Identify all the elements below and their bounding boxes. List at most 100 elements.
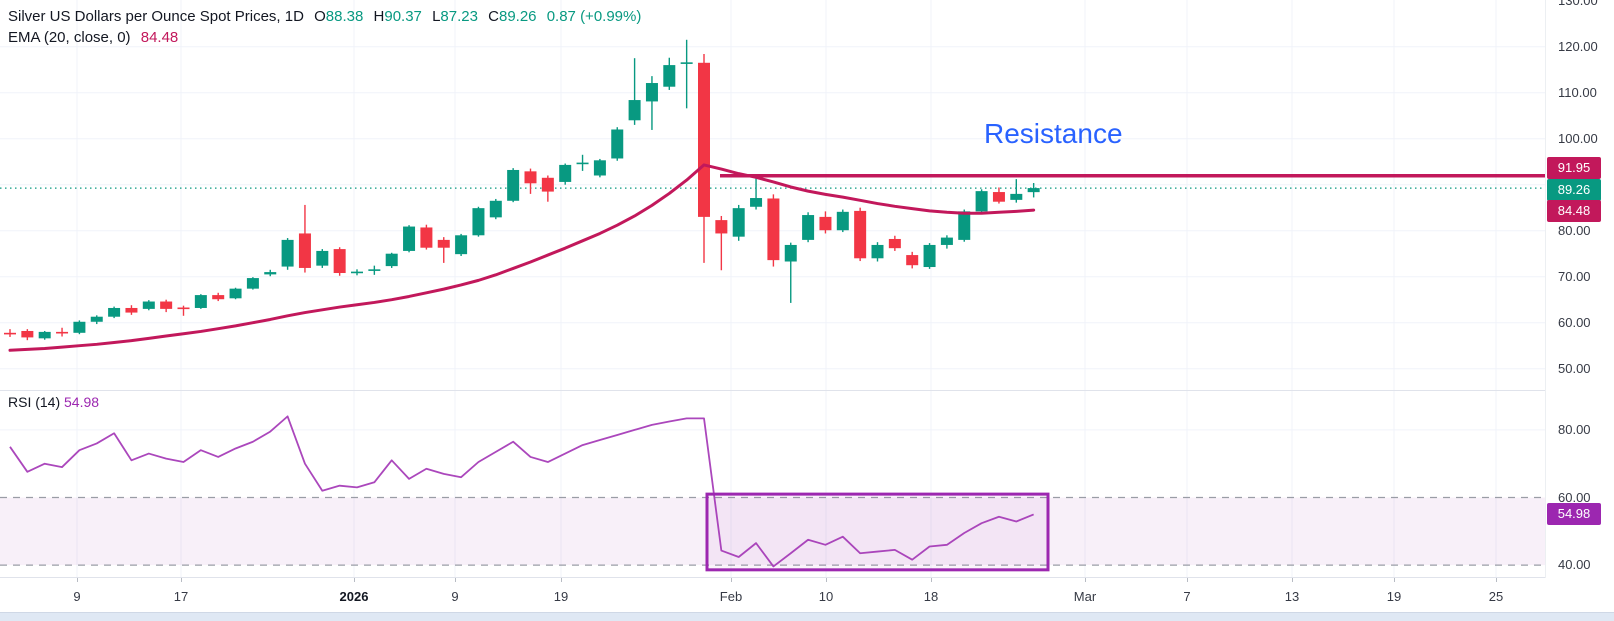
candle-body[interactable] xyxy=(125,307,138,313)
time-tick xyxy=(1292,578,1293,582)
candle-body[interactable] xyxy=(472,208,485,236)
time-tick xyxy=(181,578,182,582)
price-axis-label: 50.00 xyxy=(1558,360,1591,376)
candle-body[interactable] xyxy=(819,216,832,231)
candle-body[interactable] xyxy=(940,237,953,245)
candle-body[interactable] xyxy=(645,83,658,102)
candle-body[interactable] xyxy=(333,249,346,274)
candle-body[interactable] xyxy=(524,171,537,184)
candle-body[interactable] xyxy=(663,65,676,87)
candle-body[interactable] xyxy=(38,331,51,339)
time-axis[interactable]: 9 17 2026 9 19 Feb 10 18 Mar 7 13 19 25 xyxy=(0,578,1614,612)
price-axis-label: 80.00 xyxy=(1558,222,1591,238)
ohlc-high-label: H xyxy=(373,8,385,25)
time-axis-label: 13 xyxy=(1284,589,1300,604)
candle-body[interactable] xyxy=(385,253,398,267)
rsi-axis-label: 80.00 xyxy=(1558,421,1591,437)
candle-body[interactable] xyxy=(246,278,259,289)
ema-line[interactable] xyxy=(8,163,1036,352)
candle-body[interactable] xyxy=(420,227,433,248)
candle-body[interactable] xyxy=(142,301,155,309)
candle-body[interactable] xyxy=(73,321,86,333)
bottom-strip xyxy=(0,612,1614,621)
time-tick xyxy=(931,578,932,582)
rsi-line[interactable] xyxy=(9,415,1034,568)
ema-value: 84.48 xyxy=(140,29,179,46)
candle-body[interactable] xyxy=(1027,188,1040,193)
candle-body[interactable] xyxy=(489,200,502,218)
price-axis-label: 60.00 xyxy=(1558,314,1591,330)
candle-body[interactable] xyxy=(732,208,745,237)
candle-body[interactable] xyxy=(750,198,763,207)
candle-body[interactable] xyxy=(4,332,16,335)
candle-body[interactable] xyxy=(194,295,207,308)
candle-body[interactable] xyxy=(802,215,815,240)
candle-body[interactable] xyxy=(958,211,971,240)
time-axis-label: Feb xyxy=(719,589,743,604)
chart-canvas[interactable] xyxy=(0,0,1545,613)
candle-body[interactable] xyxy=(906,255,919,266)
price-axis[interactable]: 130.00 120.00 110.00 100.00 80.00 70.00 60.00 5… xyxy=(1545,0,1614,613)
candle-body[interactable] xyxy=(264,272,277,275)
candle-body[interactable] xyxy=(281,239,294,267)
candle-body[interactable] xyxy=(975,191,988,212)
candle-body[interactable] xyxy=(177,307,190,310)
time-axis-label: 19 xyxy=(1386,589,1402,604)
candle-body[interactable] xyxy=(923,244,936,268)
price-axis-label: 130.00 xyxy=(1558,0,1598,8)
candle-body[interactable] xyxy=(680,62,693,64)
chart-plot-area[interactable] xyxy=(0,0,1545,613)
candle-body[interactable] xyxy=(108,307,121,317)
candle-body[interactable] xyxy=(767,198,780,261)
symbol-ohlc-row[interactable]: Silver US Dollars per Ounce Spot Prices,… xyxy=(8,6,641,27)
candle-body[interactable] xyxy=(784,244,797,262)
candle-body[interactable] xyxy=(576,162,589,165)
candle-body[interactable] xyxy=(541,177,554,192)
ema-legend[interactable]: EMA (20, close, 0) 84.48 xyxy=(8,27,641,48)
candle-body[interactable] xyxy=(888,238,901,249)
price-axis-label: 70.00 xyxy=(1558,268,1591,284)
candle-body[interactable] xyxy=(437,239,450,248)
candle-body[interactable] xyxy=(403,226,416,251)
ohlc-close-value: 89.26 xyxy=(498,8,537,25)
candle-body[interactable] xyxy=(316,250,329,266)
candle-body[interactable] xyxy=(368,269,381,271)
candle-body[interactable] xyxy=(1010,193,1023,200)
candle-body[interactable] xyxy=(212,295,225,300)
rsi-axis-label: 60.00 xyxy=(1558,489,1591,505)
candle-body[interactable] xyxy=(21,330,34,338)
candle-body[interactable] xyxy=(698,62,710,217)
candle-body[interactable] xyxy=(298,233,311,268)
rsi-legend[interactable]: RSI (14) 54.98 xyxy=(8,394,99,410)
candle-body[interactable] xyxy=(56,331,69,334)
rsi-axis-label: 40.00 xyxy=(1558,557,1591,573)
candle-body[interactable] xyxy=(559,164,572,182)
candle-body[interactable] xyxy=(593,160,606,176)
time-axis-label: 9 xyxy=(451,589,459,604)
time-tick xyxy=(77,578,78,582)
time-tick xyxy=(1187,578,1188,582)
candle-body[interactable] xyxy=(836,211,849,231)
rsi-box-annotation[interactable] xyxy=(705,492,1050,572)
ohlc-open-label: O xyxy=(314,8,326,25)
price-badge: 84.48 xyxy=(1547,200,1601,222)
candle-body[interactable] xyxy=(871,244,884,259)
candle-body[interactable] xyxy=(507,169,520,201)
candle-body[interactable] xyxy=(455,235,468,255)
candle-body[interactable] xyxy=(229,288,242,299)
time-tick xyxy=(826,578,827,582)
ohlc-close-label: C xyxy=(488,8,499,25)
rsi-band xyxy=(0,497,1545,566)
candle-body[interactable] xyxy=(351,271,363,274)
rsi-name: RSI (14) xyxy=(8,394,61,410)
candle-body[interactable] xyxy=(611,129,624,159)
candle-body[interactable] xyxy=(715,220,728,234)
candle-body[interactable] xyxy=(90,316,103,322)
candle-body[interactable] xyxy=(854,210,867,259)
candle-body[interactable] xyxy=(160,301,173,309)
candle-body[interactable] xyxy=(992,192,1005,202)
symbol-title[interactable]: Silver US Dollars per Ounce Spot Prices,… xyxy=(8,8,304,25)
candle-body[interactable] xyxy=(628,100,641,121)
pane-separator[interactable] xyxy=(0,390,1614,391)
resistance-annotation-label[interactable]: Resistance xyxy=(984,118,1123,149)
